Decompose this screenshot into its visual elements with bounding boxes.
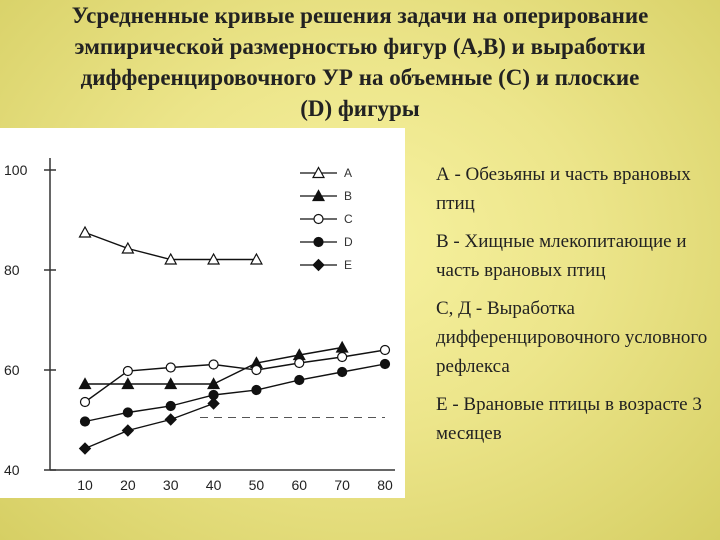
series-e-point [78,442,92,455]
series-a-point [164,252,178,265]
legend-d-marker [313,236,324,248]
legend-b-marker [311,189,326,202]
legend-b-label: B [344,189,352,203]
series-c-point [337,351,348,363]
series-b-point [78,377,92,390]
description-a: А - Обезьяны и часть врановых птиц [436,164,691,214]
legend-e-label: E [344,258,352,272]
title-line-1: Усредненные кривые решения задачи на опе… [71,3,649,28]
x-tick-label: 20 [120,477,136,493]
series-d-point [251,384,262,396]
series-d-point [122,407,133,418]
x-tick-label: 50 [249,477,265,493]
series-c-point [208,359,219,370]
title-line-2: эмпирической размерностью фигур (А,В) и … [74,34,646,59]
series-e-point [207,397,220,410]
description-e: Е - Врановые птицы в возрасте 3 месяцев [436,394,702,444]
y-tick-label: 80 [4,262,20,278]
slide-title: Усредненные кривые решения задачи на опе… [0,0,720,124]
series-a-point [249,252,263,265]
series-b-point [121,377,135,390]
series-c-point [294,357,305,369]
legend-e-marker [312,258,325,272]
series-c-line [84,349,386,403]
series-a-point [78,225,92,238]
y-tick-label: 60 [4,362,20,378]
title-line-4: (D) фигуры [300,96,420,121]
series-d-point [294,374,305,386]
series-b-point [335,340,349,353]
series-c-point [122,365,133,377]
series-d-point [337,366,348,378]
series-c-point [165,362,176,373]
x-tick-label: 40 [206,477,222,493]
series-c-point [379,344,391,356]
series-c-point [79,396,91,408]
series-d-point [79,416,91,427]
x-tick-label: 60 [291,477,307,493]
description-b: В - Хищные млекопитающие и часть врановы… [436,231,687,281]
chart-panel: 100 80 60 40 10 20 30 40 50 60 70 80 A B C D E [0,128,405,498]
series-e-point [121,424,135,437]
series-d-point [165,400,176,412]
y-tick-label: 40 [4,462,20,478]
series-d-line [84,363,386,423]
series-descriptions: А - Обезьяны и часть врановых птиц В - Х… [436,160,716,457]
x-tick-label: 30 [163,477,179,493]
legend-c-marker [313,213,324,225]
series-e-line [84,402,214,450]
legend-a-marker [311,166,326,179]
legend-a-label: A [344,166,352,180]
series-c-point [251,364,262,376]
series-d-point [379,358,391,370]
x-tick-label: 70 [334,477,350,493]
legend-c-label: C [344,212,353,226]
title-line-3: дифференцировочного УР на объемные (С) и… [80,65,640,90]
description-cd: С, Д - Выработка дифференцировочного усл… [436,298,708,377]
x-tick-label: 10 [77,477,93,493]
series-e-point [164,413,177,426]
y-tick-label: 100 [4,162,28,178]
series-b-point [207,377,221,390]
x-tick-label: 80 [377,477,393,493]
series-a-point [121,241,135,254]
series-a-point [207,252,221,265]
legend-d-label: D [344,235,353,249]
series-b-point [164,377,178,390]
